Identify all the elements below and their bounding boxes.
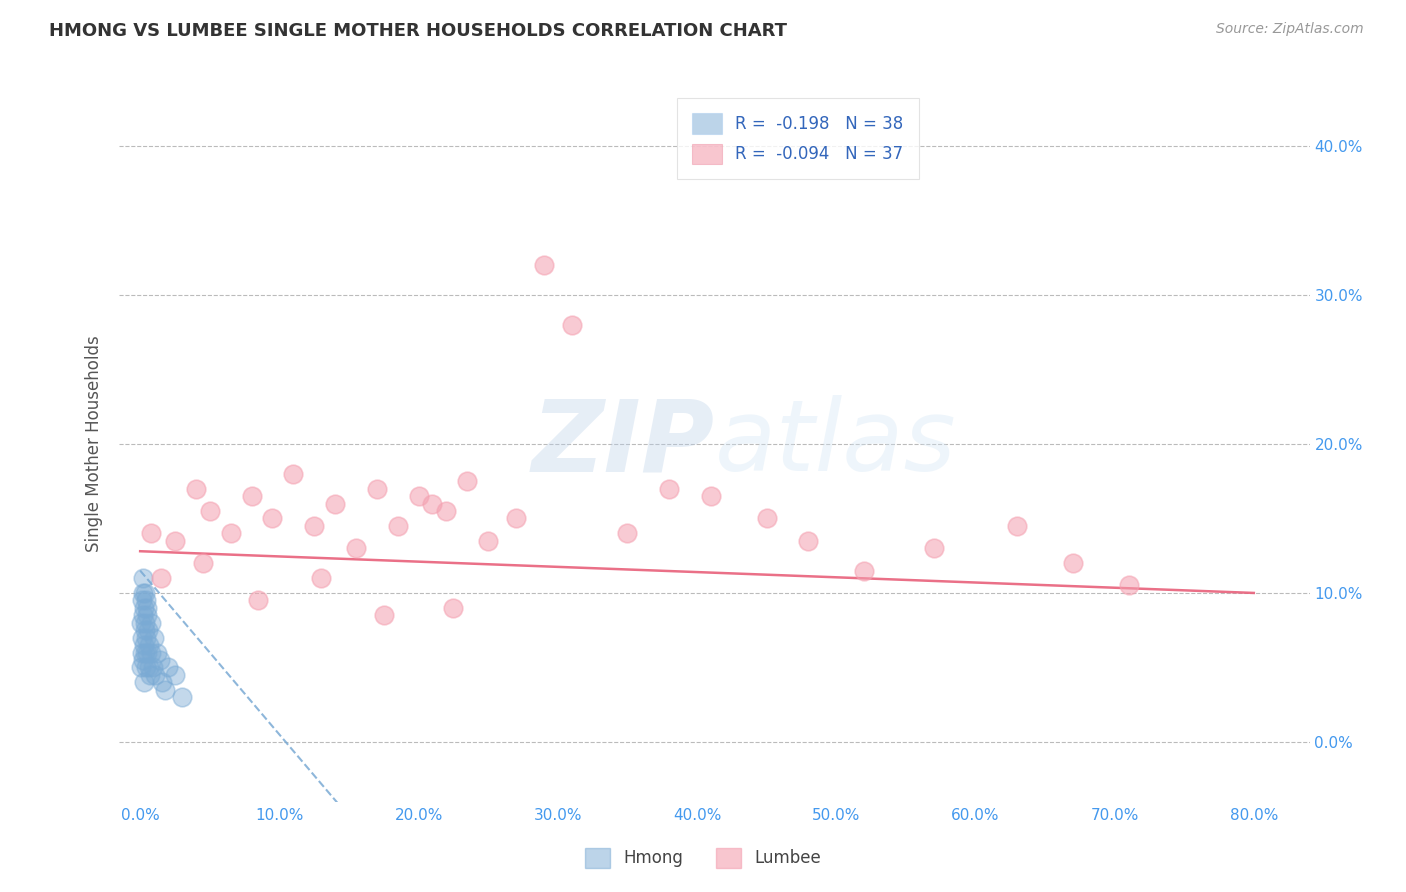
Point <box>135 631 157 645</box>
Point <box>152 675 174 690</box>
Point <box>138 660 160 674</box>
Point <box>134 675 156 690</box>
Point <box>142 660 165 674</box>
Point <box>477 533 499 548</box>
Point <box>366 482 388 496</box>
Point <box>139 615 162 630</box>
Point <box>134 623 156 637</box>
Point <box>797 533 820 548</box>
Point <box>456 474 478 488</box>
Point <box>129 615 152 630</box>
Point <box>131 631 153 645</box>
Point <box>138 638 160 652</box>
Point <box>141 526 163 541</box>
Point <box>135 660 157 674</box>
Point <box>134 586 156 600</box>
Point <box>700 489 723 503</box>
Point <box>262 511 284 525</box>
Point <box>658 482 681 496</box>
Point <box>191 556 214 570</box>
Point <box>136 623 159 637</box>
Point <box>132 600 155 615</box>
Point <box>247 593 270 607</box>
Point <box>219 526 242 541</box>
Point <box>1118 578 1140 592</box>
Point <box>131 593 153 607</box>
Point <box>344 541 367 556</box>
Legend: R =  -0.198   N = 38, R =  -0.094   N = 37: R = -0.198 N = 38, R = -0.094 N = 37 <box>676 98 918 179</box>
Point <box>240 489 263 503</box>
Point <box>387 519 409 533</box>
Point <box>132 653 155 667</box>
Point <box>1005 519 1028 533</box>
Y-axis label: Single Mother Households: Single Mother Households <box>86 335 103 552</box>
Point <box>561 318 583 332</box>
Point <box>131 646 153 660</box>
Point <box>135 646 157 660</box>
Point <box>155 682 177 697</box>
Point <box>283 467 305 481</box>
Point <box>755 511 778 525</box>
Point <box>149 653 172 667</box>
Point <box>163 668 186 682</box>
Point <box>145 668 167 682</box>
Legend: Hmong, Lumbee: Hmong, Lumbee <box>578 841 828 875</box>
Point <box>441 600 464 615</box>
Point <box>198 504 221 518</box>
Point <box>136 600 159 615</box>
Point <box>134 615 156 630</box>
Text: Source: ZipAtlas.com: Source: ZipAtlas.com <box>1216 22 1364 37</box>
Point <box>163 533 186 548</box>
Point <box>135 593 157 607</box>
Point <box>134 646 156 660</box>
Point <box>141 646 163 660</box>
Point <box>436 504 458 518</box>
Text: atlas: atlas <box>714 395 956 492</box>
Point <box>143 631 166 645</box>
Point <box>323 497 346 511</box>
Point <box>302 519 325 533</box>
Point <box>156 660 179 674</box>
Point <box>131 586 153 600</box>
Point <box>150 571 173 585</box>
Text: ZIP: ZIP <box>531 395 714 492</box>
Point <box>533 258 555 272</box>
Point <box>184 482 207 496</box>
Point <box>422 497 444 511</box>
Point <box>309 571 332 585</box>
Point <box>139 668 162 682</box>
Text: HMONG VS LUMBEE SINGLE MOTHER HOUSEHOLDS CORRELATION CHART: HMONG VS LUMBEE SINGLE MOTHER HOUSEHOLDS… <box>49 22 787 40</box>
Point <box>132 638 155 652</box>
Point <box>146 646 169 660</box>
Point <box>616 526 638 541</box>
Point <box>853 564 876 578</box>
Point <box>505 511 527 525</box>
Point <box>408 489 430 503</box>
Point <box>136 608 159 623</box>
Point <box>922 541 945 556</box>
Point <box>129 660 152 674</box>
Point <box>373 608 395 623</box>
Point <box>1062 556 1084 570</box>
Point <box>170 690 193 705</box>
Point <box>132 608 155 623</box>
Point <box>132 571 155 585</box>
